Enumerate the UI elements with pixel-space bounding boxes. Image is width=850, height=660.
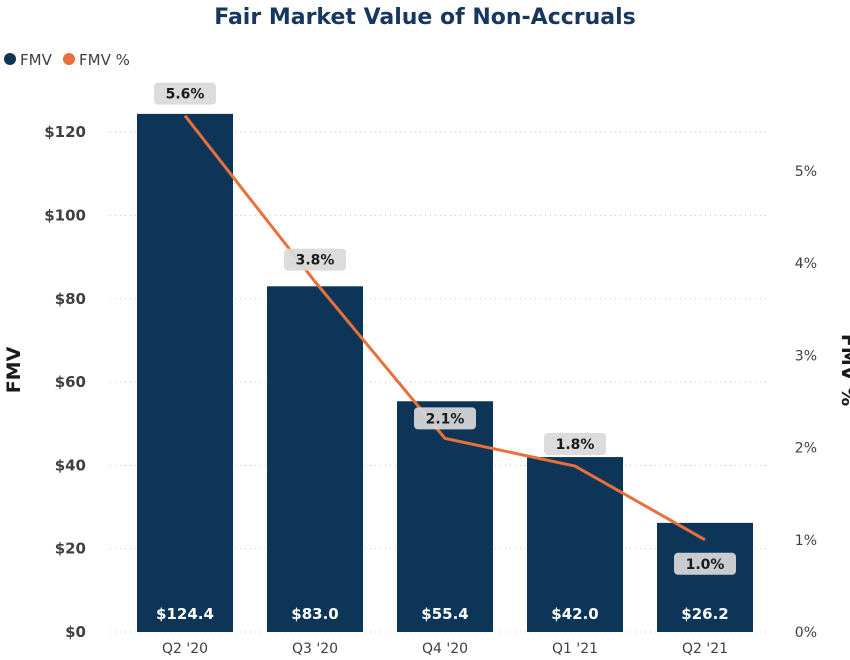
x-tick-label: Q3 '20 xyxy=(292,641,338,657)
fmv-bar-label: $26.2 xyxy=(681,605,728,623)
fmv-bar xyxy=(267,286,363,632)
chart-title: Fair Market Value of Non-Accruals xyxy=(214,5,636,30)
y-tick-label: $0 xyxy=(65,623,86,641)
y2-axis-ticks: 0% 1% 2% 3% 4% 5% xyxy=(795,164,817,641)
fmv-bar-label: $42.0 xyxy=(551,605,598,623)
fmv-pct-label-box xyxy=(674,552,736,575)
fmv-bar xyxy=(527,457,623,632)
y2-tick-label: 3% xyxy=(795,348,817,364)
fmv-pct-line xyxy=(183,114,706,542)
y-tick-label: $20 xyxy=(55,540,86,558)
y-axis-ticks: $0 $20 $40 $60 $80 $100 $120 xyxy=(44,123,86,641)
fmv-pct-line-group: 5.6% 3.8% 2.1% 1.8% 1.0% xyxy=(154,82,736,575)
y2-axis-title: FMV % xyxy=(837,334,850,406)
fmv-pct-label: 1.0% xyxy=(686,557,725,573)
fmv-pct-label-box xyxy=(544,433,606,456)
y2-tick-label: 4% xyxy=(795,256,817,272)
fmv-bar-label: $124.4 xyxy=(156,605,214,623)
x-tick-label: Q2 '20 xyxy=(162,641,208,657)
x-tick-label: Q2 '21 xyxy=(682,641,728,657)
x-axis-ticks: Q2 '20 Q3 '20 Q4 '20 Q1 '21 Q2 '21 xyxy=(162,641,728,657)
fmv-bar-label: $83.0 xyxy=(291,605,338,623)
y-axis-title: FMV xyxy=(3,346,25,393)
legend-fmv-pct-marker xyxy=(63,53,75,65)
y-tick-label: $80 xyxy=(55,290,86,308)
fmv-bar-label: $55.4 xyxy=(421,605,468,623)
fmv-pct-label-box xyxy=(284,248,346,271)
fmv-pct-label: 2.1% xyxy=(426,411,465,427)
legend-fmv-label: FMV xyxy=(20,51,53,69)
fmv-bar xyxy=(137,113,233,632)
bars: $124.4 $83.0 $55.4 $42.0 $26.2 xyxy=(137,113,753,632)
y-tick-label: $40 xyxy=(55,456,86,474)
fmv-pct-label: 3.8% xyxy=(296,253,335,269)
y2-tick-label: 0% xyxy=(795,625,817,641)
y2-tick-label: 5% xyxy=(795,164,817,180)
fmv-pct-label: 5.6% xyxy=(166,87,205,103)
x-tick-label: Q4 '20 xyxy=(422,641,468,657)
fmv-pct-label-box xyxy=(154,82,216,105)
legend-fmv-pct-label: FMV % xyxy=(79,51,130,69)
y-tick-label: $120 xyxy=(44,123,86,141)
y2-tick-label: 1% xyxy=(795,533,817,549)
fmv-pct-label-box xyxy=(414,407,476,430)
y-tick-label: $60 xyxy=(55,373,86,391)
legend-fmv-marker xyxy=(4,53,16,65)
y-tick-label: $100 xyxy=(44,207,86,225)
legend: FMV FMV % xyxy=(4,51,130,69)
fmv-pct-label: 1.8% xyxy=(556,437,595,453)
x-tick-label: Q1 '21 xyxy=(552,641,598,657)
fmv-bar xyxy=(397,401,493,632)
y2-tick-label: 2% xyxy=(795,441,817,457)
fmv-bar xyxy=(657,522,753,632)
